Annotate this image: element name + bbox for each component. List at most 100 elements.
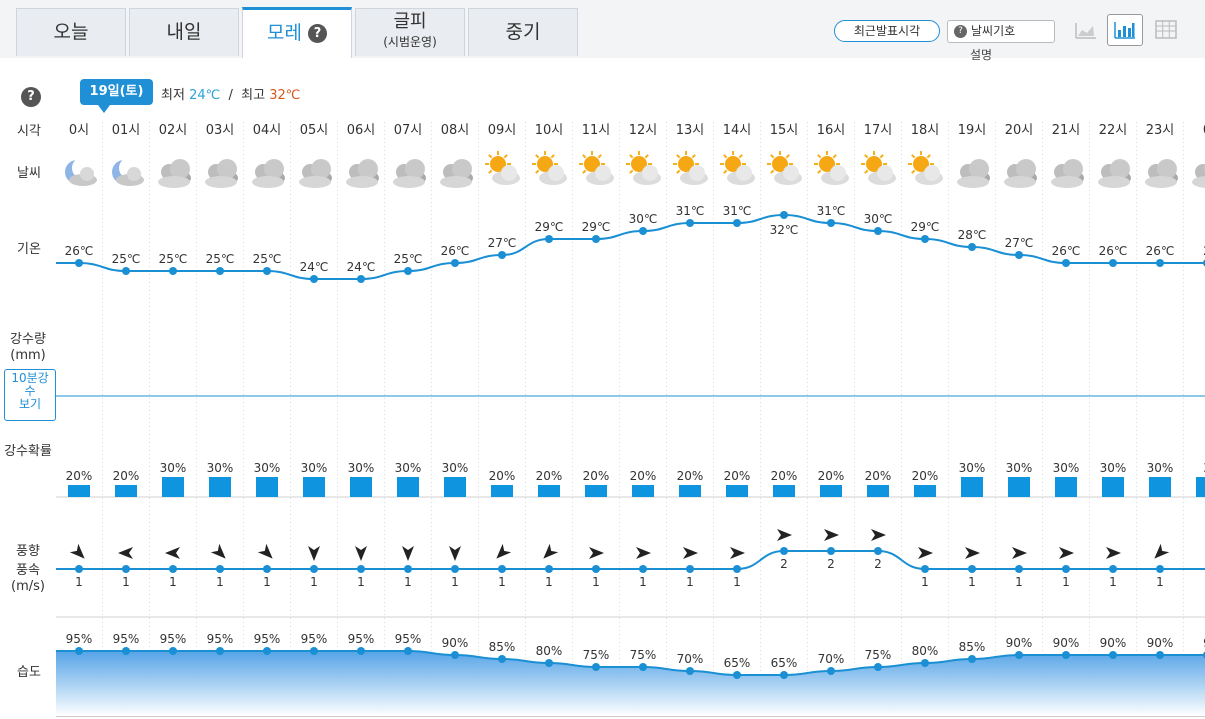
bar-chart-view-button[interactable] xyxy=(1107,14,1143,46)
sun-ray xyxy=(864,169,869,174)
precip-prob-label: 30% xyxy=(160,461,187,475)
precip-prob-label: 30% xyxy=(1006,461,1033,475)
weather-symbol-button[interactable]: ? 날씨기호 xyxy=(947,20,1055,43)
wind-speed-point xyxy=(874,547,882,555)
hour-label: 10시 xyxy=(535,123,564,138)
humidity-label: 90% xyxy=(1006,636,1033,650)
arrow-head xyxy=(683,547,698,559)
hour-label: 03시 xyxy=(206,123,235,138)
sun-shape xyxy=(537,156,553,172)
sun-ray xyxy=(832,154,837,159)
wind-speed-point xyxy=(122,565,130,573)
humidity-point xyxy=(874,663,882,671)
row-label-wind-dir: 풍향 xyxy=(16,544,40,559)
sun-ray xyxy=(488,154,493,159)
cloud-shape xyxy=(1195,164,1205,180)
humidity-label: 85% xyxy=(959,640,986,654)
precip-prob-bar xyxy=(773,485,795,497)
temperature-label: 32℃ xyxy=(770,223,799,237)
tab-three-days[interactable]: 글피 (시범운영) xyxy=(355,8,465,56)
wind-direction-arrow xyxy=(1059,547,1074,559)
arrow-head xyxy=(589,547,604,559)
wind-speed-label: 1 xyxy=(216,575,224,589)
cloud-shape xyxy=(393,176,425,188)
cloud-shape xyxy=(358,159,378,179)
table-view-button[interactable] xyxy=(1148,14,1184,46)
precip-prob-bar xyxy=(820,485,842,497)
temperature-point xyxy=(122,267,130,275)
temperature-label: 27℃ xyxy=(1005,236,1034,250)
precip-prob-bar xyxy=(115,485,137,497)
sun-ray xyxy=(817,154,822,159)
wind-direction-arrow xyxy=(308,546,320,561)
wind-speed-point xyxy=(1109,565,1117,573)
humidity-point xyxy=(1109,651,1117,659)
cloudy-icon xyxy=(440,159,473,188)
temperature-label: 24℃ xyxy=(347,260,376,274)
wind-speed-label: 1 xyxy=(498,575,506,589)
wind-direction-arrow xyxy=(777,529,792,541)
precip-prob-bar xyxy=(491,485,513,497)
tab-day-after-tomorrow[interactable]: 모레? xyxy=(242,7,352,58)
partly-sunny-icon xyxy=(814,151,849,185)
precip-prob-bar xyxy=(1102,477,1124,497)
temperature-point xyxy=(780,211,788,219)
hour-label: 13시 xyxy=(676,123,705,138)
row-label-humidity: 습도 xyxy=(17,665,41,680)
sun-ray xyxy=(911,169,916,174)
wind-speed-point xyxy=(75,565,83,573)
temperature-point xyxy=(545,235,553,243)
precip-prob-label: 20% xyxy=(771,469,798,483)
humidity-point xyxy=(498,655,506,663)
humidity-label: 75% xyxy=(583,648,610,662)
cloudy-icon xyxy=(1004,159,1037,188)
cloud-shape xyxy=(440,176,472,188)
area-chart-view-button[interactable] xyxy=(1068,14,1104,46)
humidity-label: 65% xyxy=(771,656,798,670)
minmax-separator: / xyxy=(228,88,233,103)
tab-help-icon[interactable]: ? xyxy=(307,24,327,43)
precip-prob-bar xyxy=(68,485,90,497)
wind-direction-arrow xyxy=(918,547,933,559)
ten-minute-rain-button[interactable]: 10분강 수 보기 xyxy=(4,369,56,421)
wind-direction-arrow xyxy=(118,547,133,559)
latest-announcement-button[interactable]: 최근발표시각 xyxy=(834,20,940,42)
hour-label: 18시 xyxy=(911,123,940,138)
precip-prob-label: 30% xyxy=(1147,461,1174,475)
cloud-shape xyxy=(783,165,799,181)
wind-speed-label: 1 xyxy=(263,575,271,589)
bar-chart-icon xyxy=(1114,22,1135,39)
tab-midterm[interactable]: 중기 xyxy=(468,8,578,56)
wind-direction-arrow xyxy=(636,547,651,559)
precip-prob-label: 30% xyxy=(395,461,422,475)
partly-sunny-icon xyxy=(908,151,943,185)
wind-speed-point xyxy=(1062,565,1070,573)
tab-today[interactable]: 오늘 xyxy=(16,8,126,56)
humidity-label: 90% xyxy=(1100,636,1127,650)
humidity-label: 95% xyxy=(254,632,281,646)
wind-speed-point xyxy=(686,565,694,573)
arrow-head xyxy=(118,547,133,559)
sun-ray xyxy=(644,154,649,159)
precip-prob-bar xyxy=(961,477,983,497)
humidity-label: 90% xyxy=(1053,636,1080,650)
humidity-label: 85% xyxy=(489,640,516,654)
row-label-wind-speed: 풍속 xyxy=(16,563,40,578)
hour-label: 15시 xyxy=(770,123,799,138)
cloud-shape xyxy=(1145,176,1177,188)
cloudy-icon xyxy=(1051,159,1084,188)
wind-speed-point xyxy=(921,565,929,573)
temperature-point xyxy=(1015,251,1023,259)
min-max-temp: 최저 24℃ / 최고 32℃ xyxy=(161,84,300,103)
arrow-head xyxy=(355,546,367,561)
chart-help-icon[interactable]: ? xyxy=(21,87,41,107)
sun-ray xyxy=(691,154,696,159)
tab-tomorrow[interactable]: 내일 xyxy=(129,8,239,56)
partly-sunny-icon xyxy=(720,151,755,185)
hour-label: 16시 xyxy=(817,123,846,138)
partly-sunny-icon xyxy=(673,151,708,185)
humidity-area xyxy=(56,651,1205,716)
cloud-shape xyxy=(170,159,190,179)
area-chart-icon xyxy=(1075,23,1096,39)
